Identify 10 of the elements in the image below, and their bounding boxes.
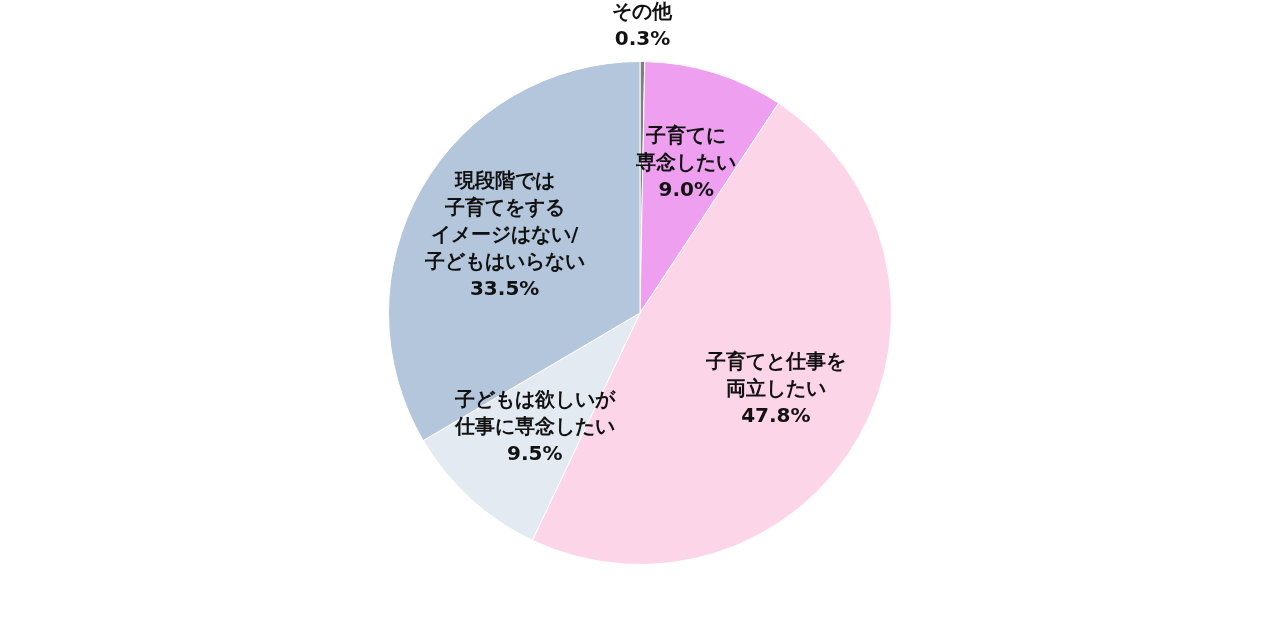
slice-label: 現段階では子育てをするイメージはない/子どもはいらない [423,167,585,273]
slice-label: その他 [612,0,674,23]
slice-label: 子どもは欲しいが仕事に専念したい [453,387,616,439]
slice-label: 子育てに専念したい [635,123,737,175]
slice-label: 子育てと仕事を両立したい [704,348,846,400]
data-label: 33.5% [469,275,540,300]
data-label: 0.3% [614,25,671,50]
data-label: 9.5% [507,441,563,466]
data-label: 47.8% [741,402,811,427]
data-label: 9.0% [658,177,715,202]
